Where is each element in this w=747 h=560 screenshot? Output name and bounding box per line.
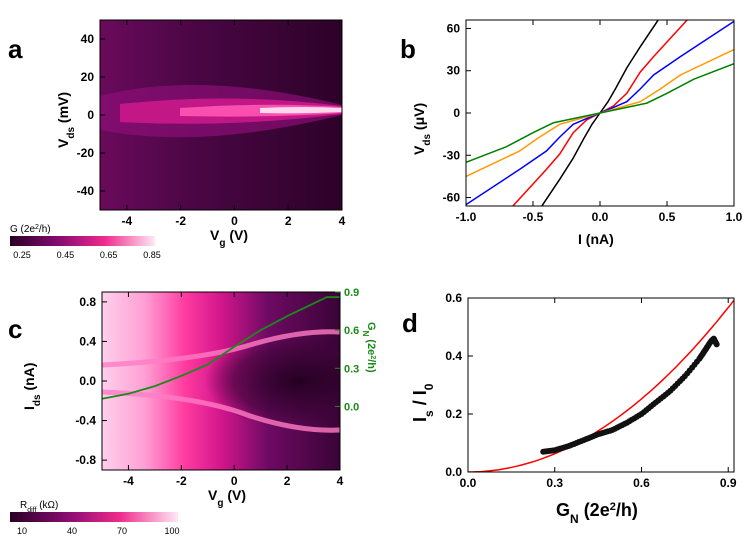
panel-c-xtick-label: 0 <box>231 474 238 488</box>
panel-d-xtick-label: 0.3 <box>546 476 563 490</box>
panel-a-ytick-label: 0 <box>87 108 94 122</box>
gn-overlay-line <box>102 296 340 400</box>
panel-b-ytick-label: 0 <box>453 106 460 120</box>
panel-c-right-ytick-label: 0.6 <box>344 325 359 337</box>
panel-a-xtick-label: 2 <box>285 214 292 228</box>
panel-b-xtick-label: 1.0 <box>726 210 743 224</box>
panel-b-xtick-label: 0.5 <box>659 210 676 224</box>
panel-b-xtick-label: -0.5 <box>523 210 544 224</box>
panel-a-xtick-label: 0 <box>231 214 238 228</box>
colorbar-a-label: G (2e2/h) <box>10 224 51 236</box>
panel-c-ytick-label: -0.4 <box>75 414 96 428</box>
panel-c-right-ytick-label: 0.9 <box>344 287 359 299</box>
panel-c: -4 -2 0 2 4 -0.8 -0.4 0.0 0.4 0.8 0.0 0.3 0.6 0.9 Vg… <box>10 287 378 536</box>
panel-a-xtick-label: -4 <box>122 214 133 228</box>
panel-d-xtick-label: 0.9 <box>720 476 737 490</box>
panel-b-ytick-label: 60 <box>447 21 461 35</box>
panel-d-xtick-label: 0.6 <box>633 476 650 490</box>
panel-a-ytick-label: 40 <box>81 32 95 46</box>
panel-a-xtick-label: -2 <box>175 214 186 228</box>
panel-c-ylabel: Ids (nA) <box>21 363 43 410</box>
colorbar-tick-label: 0.65 <box>100 250 118 260</box>
panel-d-ytick-label: 0.2 <box>445 407 462 421</box>
panel-d-xtick-label: 0.0 <box>460 476 477 490</box>
panel-c-xtick-label: 2 <box>284 474 291 488</box>
colorbar-tick-label: 0.45 <box>57 250 75 260</box>
panel-a-xtick-label: 4 <box>339 214 346 228</box>
panel-c-right-ytick-label: 0.0 <box>344 401 359 413</box>
heatmap-a-peak <box>260 107 342 114</box>
panel-b-xtick-label: 0.0 <box>592 210 609 224</box>
panel-b-xtick-label: -1.0 <box>456 210 477 224</box>
colorbar-tick-label: 100 <box>164 526 179 536</box>
panel-c-ytick-label: -0.8 <box>75 453 96 467</box>
fit-curve <box>468 299 734 472</box>
panel-a-ytick-label: -20 <box>77 146 95 160</box>
panel-b-ytick-label: -60 <box>443 191 461 205</box>
panel-d-ytick-label: 0.0 <box>445 465 462 479</box>
heatmap-c-gap-lobe <box>205 333 340 429</box>
plot-d-area <box>468 298 734 472</box>
colorbar-c-label: Rdiff (kΩ) <box>20 500 58 514</box>
panel-label-c: c <box>8 314 22 344</box>
colorbar-tick-label: 0.25 <box>13 250 31 260</box>
panel-a-ylabel: Vds (mV) <box>55 92 77 148</box>
panel-label-d: d <box>402 308 418 338</box>
panel-b-ytick-label: -30 <box>443 148 461 162</box>
panel-c-ytick-label: 0.0 <box>79 374 96 388</box>
panel-b-xlabel: I (nA) <box>578 231 614 247</box>
colorbar-a <box>10 236 155 246</box>
panel-c-ytick-label: 0.8 <box>79 295 96 309</box>
panel-d-ylabel: Is / I0 <box>410 383 436 422</box>
panel-c-right-ylabel: GN (2e2/h) <box>362 322 378 373</box>
panel-c-ytick-label: 0.4 <box>79 334 96 348</box>
colorbar-c <box>10 512 178 522</box>
panel-label-a: a <box>8 34 23 64</box>
panel-label-b: b <box>400 34 416 64</box>
panel-b-ylabel: Vds (μV) <box>411 103 433 155</box>
panel-d-ytick-label: 0.4 <box>445 349 462 363</box>
panel-a-ytick-label: 20 <box>81 70 95 84</box>
data-point <box>713 341 720 348</box>
panel-a-ytick-label: -40 <box>77 184 95 198</box>
panel-b-ytick-label: 30 <box>447 64 461 78</box>
panel-a-xlabel: Vg (V) <box>210 227 248 249</box>
panel-c-xtick-label: -4 <box>123 474 134 488</box>
panel-c-xlabel: Vg (V) <box>208 487 246 509</box>
panel-c-xtick-label: -2 <box>176 474 187 488</box>
colorbar-tick-label: 70 <box>117 526 127 536</box>
colorbar-tick-label: 40 <box>67 526 77 536</box>
panel-c-right-ytick-label: 0.3 <box>344 363 359 375</box>
panel-d-ytick-label: 0.6 <box>445 291 462 305</box>
panel-d-xlabel: GN (2e2/h) <box>556 500 638 526</box>
series-line-green <box>466 63 734 163</box>
panel-c-xtick-label: 4 <box>337 474 344 488</box>
colorbar-tick-label: 10 <box>17 526 27 536</box>
heatmap-c-lower-ridge <box>102 389 340 433</box>
panel-d: 0.0 0.3 0.6 0.9 0.0 0.2 0.4 0.6 GN (2e2/h) Is /… <box>410 291 737 526</box>
panel-b: -1.0 -0.5 0.0 0.5 1.0 -60 -30 0 30 60 I (nA) Vds … <box>411 19 743 247</box>
colorbar-tick-label: 0.85 <box>143 250 161 260</box>
heatmap-c-upper-ridge <box>102 329 340 368</box>
